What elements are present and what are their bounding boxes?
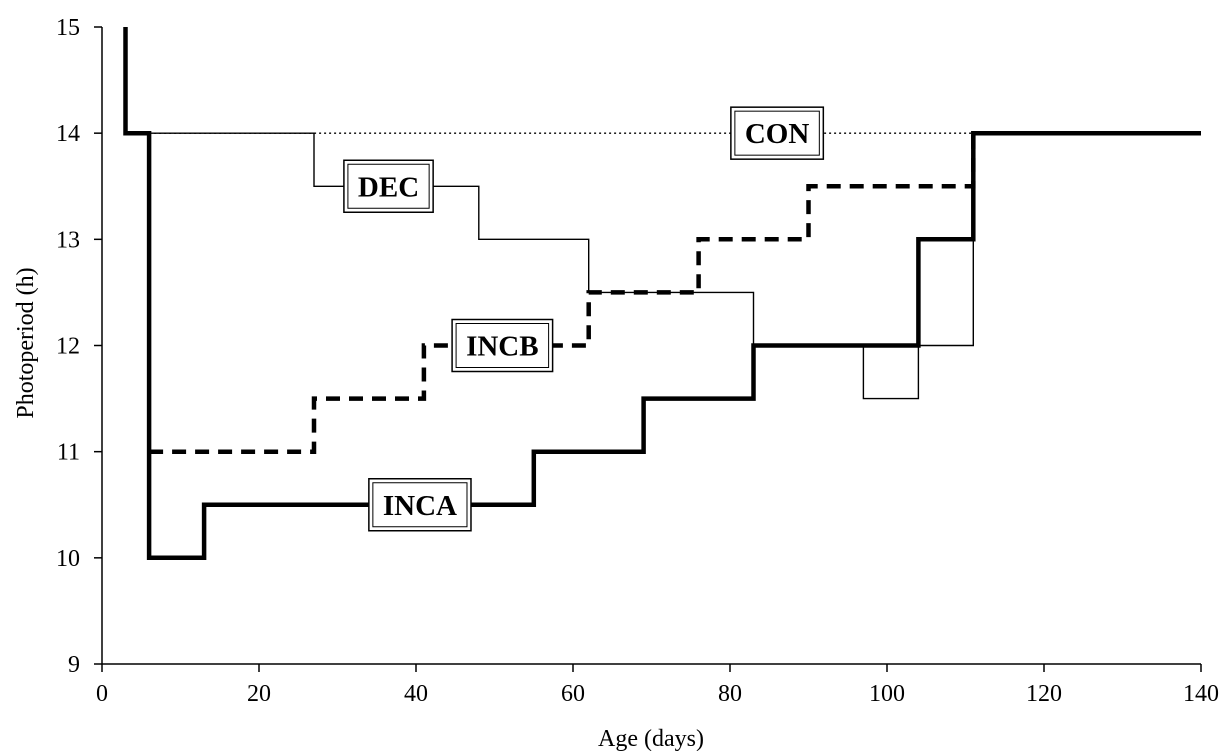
- series-line-inca: [123, 27, 1201, 561]
- x-tick-label: 120: [1026, 681, 1062, 707]
- series-label-con: CON: [730, 106, 825, 160]
- series-label-box: [343, 159, 434, 213]
- series-line-dec: [149, 132, 1201, 400]
- series-label-inca: INCA: [368, 478, 472, 532]
- series-label-text: CON: [745, 118, 810, 150]
- series-label-box: [451, 318, 554, 373]
- series-line-incb: [149, 130, 1201, 454]
- series-label-box-inner: [734, 110, 820, 156]
- x-tick-label: 20: [247, 681, 271, 707]
- series-label-box-inner: [347, 163, 430, 209]
- x-tick-label: 40: [404, 681, 428, 707]
- y-tick-label: 10: [56, 546, 80, 572]
- series-label-text: INCA: [383, 490, 457, 522]
- x-tick-label: 60: [561, 681, 585, 707]
- x-tick-label: 80: [718, 681, 742, 707]
- x-tick-label: 0: [96, 681, 108, 707]
- x-tick-label: 100: [869, 681, 905, 707]
- series-label-box: [730, 106, 825, 160]
- series-label-incb: INCB: [451, 318, 554, 373]
- x-tick-label: 140: [1183, 681, 1219, 707]
- series-label-box-inner: [372, 482, 468, 528]
- y-axis-title: Photoperiod (h): [13, 267, 39, 418]
- series-label-text: INCB: [466, 331, 539, 363]
- series-layer: [123, 27, 1201, 561]
- series-label-text: DEC: [358, 171, 419, 203]
- series-label-box-inner: [455, 323, 550, 368]
- y-tick-label: 11: [57, 440, 80, 466]
- ticks: 0 20 40 60 80 100 120 140 9 10 11 12 13 14 15: [56, 15, 1219, 707]
- series-label-box: [368, 478, 472, 532]
- y-tick-label: 9: [68, 652, 80, 678]
- axes: [101, 27, 1201, 665]
- y-tick-label: 15: [56, 15, 80, 41]
- y-tick-label: 12: [56, 334, 80, 360]
- y-tick-label: 13: [56, 227, 80, 253]
- series-labels: CON DEC INCB INCA: [343, 106, 825, 532]
- x-axis-title: Age (days): [598, 726, 704, 751]
- series-label-dec: DEC: [343, 159, 434, 213]
- y-tick-label: 14: [56, 121, 80, 147]
